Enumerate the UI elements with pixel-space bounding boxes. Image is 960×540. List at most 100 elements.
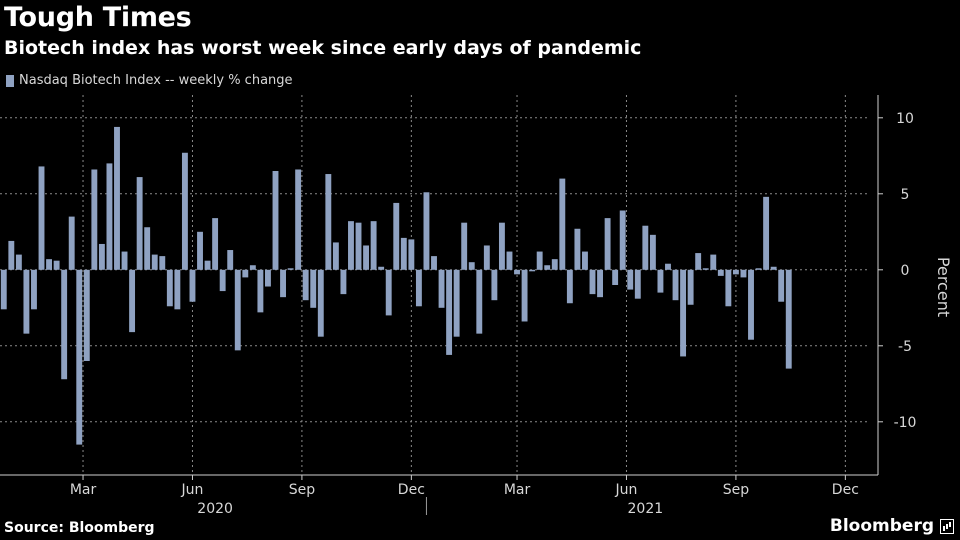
- bar: [0, 269, 7, 310]
- bar: [536, 251, 543, 270]
- bar: [166, 269, 173, 307]
- bar: [385, 269, 392, 316]
- bar: [317, 269, 324, 337]
- bar: [506, 251, 513, 270]
- bar: [680, 269, 687, 357]
- bar: [393, 202, 400, 270]
- bar: [748, 269, 754, 340]
- bar: [38, 166, 45, 270]
- bar: [514, 269, 520, 275]
- bar: [423, 192, 430, 270]
- bar: [597, 269, 603, 298]
- source-note: Source: Bloomberg: [4, 520, 155, 536]
- bar: [566, 269, 573, 304]
- chart-subtitle: Biotech index has worst week since early…: [4, 37, 642, 59]
- x-tick-label: Jun: [181, 482, 204, 498]
- legend: Nasdaq Biotech Index -- weekly % change: [6, 73, 293, 88]
- bar: [461, 222, 468, 270]
- bar: [234, 269, 241, 351]
- x-tick-label: Dec: [832, 482, 859, 498]
- bar: [249, 265, 256, 270]
- bar: [257, 269, 264, 313]
- bar: [710, 254, 717, 270]
- bar: [785, 269, 792, 369]
- bar: [491, 269, 498, 301]
- bar: [8, 240, 15, 270]
- bar: [717, 269, 724, 276]
- bar: [665, 263, 671, 270]
- bar: [408, 239, 415, 270]
- bar: [189, 269, 196, 302]
- bar: [181, 152, 188, 270]
- bar: [498, 222, 505, 270]
- bar: [763, 196, 770, 270]
- bar: [227, 250, 234, 270]
- x-tick-label: Jun: [615, 482, 638, 498]
- bar: [370, 221, 377, 270]
- y-tick-label: -5: [898, 339, 912, 355]
- bar: [468, 262, 475, 270]
- x-tick-label: Sep: [723, 482, 750, 498]
- x-tick-label: Mar: [70, 482, 97, 498]
- bar: [302, 269, 309, 301]
- bar: [242, 269, 249, 278]
- bar: [114, 126, 120, 270]
- bar: [604, 218, 611, 270]
- bar: [559, 178, 566, 270]
- bar: [287, 268, 294, 270]
- x-year-label: 2021: [628, 501, 664, 517]
- bar: [159, 256, 166, 270]
- bar: [129, 269, 136, 333]
- bar: [770, 266, 777, 270]
- bar: [544, 265, 551, 270]
- y-tick-label: -10: [894, 415, 917, 431]
- bar: [348, 221, 354, 270]
- x-tick-label: Sep: [289, 482, 316, 498]
- bar: [332, 242, 339, 270]
- bar: [325, 174, 332, 270]
- bar: [672, 269, 679, 301]
- bar: [529, 269, 536, 272]
- bar: [76, 269, 83, 445]
- bar: [438, 269, 445, 308]
- legend-label: Nasdaq Biotech Index -- weekly % change: [19, 73, 293, 88]
- bar: [355, 222, 362, 270]
- bar: [136, 177, 143, 270]
- axis-layer: 10 5 0 -5 -10 Mar Jun Sep Dec Mar Jun Sep Dec 2020 202…: [0, 95, 916, 517]
- bar: [265, 269, 271, 287]
- bar: [740, 269, 747, 278]
- bar: [649, 234, 656, 270]
- bar: [46, 259, 53, 270]
- bar: [280, 269, 286, 298]
- bar: [31, 269, 37, 310]
- bar: [272, 171, 279, 270]
- bar: [755, 268, 762, 270]
- y-tick-label: 5: [901, 187, 910, 203]
- x-tick-label: Mar: [504, 482, 531, 498]
- bar: [144, 227, 151, 270]
- x-year-label: 2020: [197, 501, 233, 517]
- bar: [589, 269, 596, 295]
- bar: [310, 269, 317, 308]
- bar: [68, 216, 75, 270]
- bar-layer: [0, 126, 792, 445]
- bar: [121, 251, 128, 270]
- bar: [483, 245, 490, 270]
- bar: [431, 256, 437, 270]
- bar: [53, 260, 60, 270]
- y-tick-label: 10: [896, 111, 914, 127]
- chart-title: Tough Times: [4, 2, 192, 33]
- brand-logo: Bloomberg: [830, 516, 954, 536]
- bar: [106, 163, 113, 270]
- bar: [725, 269, 732, 307]
- bar: [91, 169, 98, 270]
- bar: [174, 269, 181, 310]
- bar: [627, 269, 634, 290]
- x-tick-label: Dec: [398, 482, 425, 498]
- bar: [363, 245, 370, 270]
- chart-icon: [940, 518, 954, 534]
- bar: [15, 254, 22, 270]
- bar: [219, 269, 226, 292]
